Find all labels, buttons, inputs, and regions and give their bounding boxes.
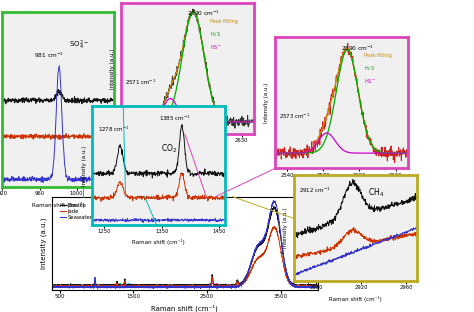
X-axis label: Raman shift (cm⁻¹): Raman shift (cm⁻¹)	[329, 295, 382, 301]
Text: H$_2$S: H$_2$S	[364, 64, 375, 73]
Text: CO$_2$: CO$_2$	[162, 142, 178, 155]
Y-axis label: Intensity (a.u.): Intensity (a.u.)	[40, 217, 46, 269]
Y-axis label: Intensity (a.u.): Intensity (a.u.)	[82, 145, 87, 186]
Text: 2912 cm$^{-1}$: 2912 cm$^{-1}$	[299, 186, 330, 195]
X-axis label: Raman shift (cm⁻¹): Raman shift (cm⁻¹)	[132, 239, 185, 245]
X-axis label: Raman shift (cm⁻¹): Raman shift (cm⁻¹)	[32, 202, 84, 208]
Y-axis label: Intensity (a.u.): Intensity (a.u.)	[264, 83, 269, 123]
Legend: Biwako, Jade, Seawater: Biwako, Jade, Seawater	[57, 201, 95, 222]
Text: 981 cm$^{-1}$: 981 cm$^{-1}$	[34, 51, 64, 60]
Text: 2573 cm$^{-1}$: 2573 cm$^{-1}$	[279, 112, 310, 121]
Text: HS$^-$: HS$^-$	[364, 77, 376, 85]
Text: 2571 cm$^{-1}$: 2571 cm$^{-1}$	[125, 77, 156, 86]
X-axis label: Raman shift (cm⁻¹): Raman shift (cm⁻¹)	[152, 305, 218, 312]
Bar	[115, 283, 130, 290]
X-axis label: Raman shift (cm⁻¹): Raman shift (cm⁻¹)	[315, 183, 368, 189]
Bar	[209, 283, 217, 290]
Text: 1385 cm$^{-1}$: 1385 cm$^{-1}$	[159, 113, 190, 123]
Text: HS$^-$: HS$^-$	[210, 43, 222, 51]
Text: CH$_4$: CH$_4$	[368, 187, 384, 199]
Text: H$_2$S: H$_2$S	[210, 30, 221, 39]
Text: Peak fitting: Peak fitting	[210, 19, 237, 24]
Y-axis label: Intensity (a.u.): Intensity (a.u.)	[283, 207, 288, 248]
Bar	[235, 283, 241, 290]
Text: 1278 cm$^{-1}$: 1278 cm$^{-1}$	[98, 125, 129, 134]
Bar	[93, 283, 97, 290]
Text: 2590 cm$^{-1}$: 2590 cm$^{-1}$	[187, 9, 220, 18]
Y-axis label: Intensity (a.u.): Intensity (a.u.)	[110, 48, 115, 89]
X-axis label: Raman shift (cm⁻¹): Raman shift (cm⁻¹)	[161, 149, 214, 155]
Bar	[209, 283, 217, 290]
Text: Peak fitting: Peak fitting	[364, 53, 392, 58]
Text: 2590 cm$^{-1}$: 2590 cm$^{-1}$	[341, 43, 374, 53]
Text: SO$_4^{2-}$: SO$_4^{2-}$	[69, 39, 89, 52]
